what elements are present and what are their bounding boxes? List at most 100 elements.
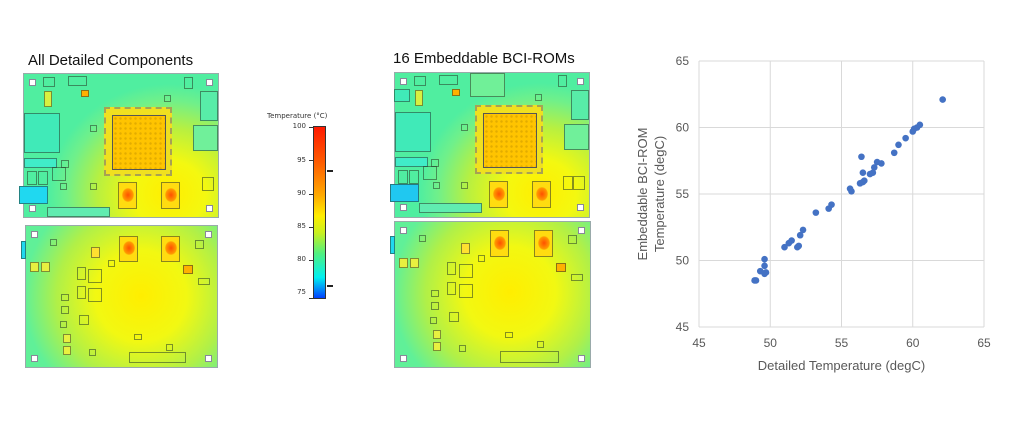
- hotspot: [494, 236, 506, 250]
- component: [24, 158, 57, 168]
- component: [431, 290, 439, 297]
- component: [166, 344, 173, 351]
- mounting-hole: [578, 355, 585, 362]
- component: [470, 73, 505, 97]
- component: [395, 112, 431, 152]
- component: [568, 235, 577, 244]
- component: [50, 239, 57, 246]
- processor-chip: [475, 105, 543, 174]
- component: [52, 167, 66, 181]
- scatter-plot-svg: 45 50 55 60 65 45 50 55 60 65 Detailed Temperature…: [635, 54, 991, 373]
- middle-board-top: [390, 72, 590, 218]
- component: [88, 269, 102, 283]
- data-point: [761, 255, 768, 263]
- mounting-hole: [206, 79, 213, 86]
- component: [202, 177, 214, 191]
- temperature-colorbar: Temperature (°C) 100 95 90 85 80 75: [260, 110, 370, 300]
- component: [563, 176, 573, 190]
- hotspot: [493, 187, 505, 201]
- mounting-hole: [31, 231, 38, 238]
- data-point: [866, 170, 874, 178]
- component: [44, 91, 52, 107]
- mounting-hole: [400, 78, 407, 85]
- component: [556, 263, 566, 272]
- component: [452, 89, 460, 96]
- component: [399, 258, 408, 268]
- component: [88, 288, 102, 302]
- hotspot: [538, 236, 550, 250]
- middle-panel-title: 16 Embeddable BCI-ROMs: [393, 50, 575, 67]
- data-point: [761, 262, 768, 270]
- component: [63, 346, 71, 355]
- component: [564, 124, 589, 150]
- component: [47, 207, 110, 217]
- component: [200, 91, 218, 121]
- component: [183, 265, 193, 274]
- data-point: [890, 149, 898, 157]
- y-tick-label: 55: [676, 187, 690, 201]
- component: [81, 90, 89, 97]
- component: [164, 95, 171, 102]
- colorbar-tick: 90: [297, 189, 306, 197]
- left-board-top: [19, 73, 219, 218]
- component: [129, 352, 186, 363]
- data-point: [781, 243, 788, 251]
- mounting-hole: [400, 355, 407, 362]
- component: [459, 345, 466, 352]
- component: [414, 76, 426, 86]
- y-tick-label: 45: [676, 320, 690, 334]
- component: [433, 330, 441, 339]
- mounting-hole: [577, 204, 584, 211]
- data-point: [756, 267, 764, 275]
- component: [430, 317, 437, 324]
- hotspot: [536, 187, 548, 201]
- data-point: [859, 169, 867, 177]
- hotspot: [123, 241, 135, 255]
- component: [409, 170, 419, 184]
- component: [89, 349, 96, 356]
- colorbar-gradient: [313, 126, 326, 299]
- data-point: [858, 153, 865, 161]
- scatter-chart: 45 50 55 60 65 45 50 55 60 65 Detailed Temperature…: [630, 50, 1010, 390]
- component: [537, 341, 544, 348]
- component: [30, 262, 39, 272]
- component: [91, 247, 100, 258]
- left-panel-title: All Detailed Components: [28, 52, 194, 69]
- mounting-hole: [205, 231, 212, 238]
- component: [60, 321, 67, 328]
- data-point: [895, 141, 902, 149]
- connector: [19, 186, 48, 204]
- y-tick-label: 50: [676, 254, 690, 268]
- data-point: [796, 231, 804, 239]
- component: [41, 262, 50, 272]
- component: [61, 306, 69, 314]
- component: [535, 94, 542, 101]
- x-tick-label: 55: [835, 336, 849, 350]
- component: [60, 183, 67, 190]
- colorbar-tick: 75: [297, 288, 306, 296]
- colorbar-tick: 80: [297, 255, 306, 263]
- component: [90, 125, 97, 132]
- component: [43, 77, 55, 87]
- component: [108, 260, 115, 267]
- mounting-hole: [205, 355, 212, 362]
- data-point: [799, 226, 807, 234]
- component: [410, 258, 419, 268]
- hotspot: [122, 188, 134, 202]
- mounting-hole: [578, 227, 585, 234]
- component: [38, 171, 48, 185]
- x-tick-label: 50: [764, 336, 778, 350]
- mounting-hole: [29, 205, 36, 212]
- mounting-hole: [577, 78, 584, 85]
- data-point: [812, 209, 820, 216]
- component: [461, 124, 468, 131]
- mounting-hole: [31, 355, 38, 362]
- y-tick-label: 65: [676, 54, 690, 68]
- data-point: [902, 134, 909, 142]
- data-point: [856, 180, 864, 187]
- component: [419, 203, 482, 213]
- component: [195, 240, 204, 249]
- component: [198, 278, 210, 285]
- component: [447, 262, 456, 275]
- connector: [21, 241, 26, 259]
